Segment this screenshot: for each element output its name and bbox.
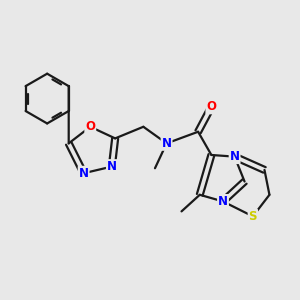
Text: O: O <box>85 120 95 133</box>
Text: N: N <box>218 195 228 208</box>
Text: N: N <box>79 167 88 180</box>
Text: O: O <box>206 100 216 113</box>
Text: N: N <box>162 137 172 150</box>
Text: N: N <box>230 150 240 163</box>
Text: S: S <box>249 210 257 223</box>
Text: N: N <box>107 160 117 173</box>
